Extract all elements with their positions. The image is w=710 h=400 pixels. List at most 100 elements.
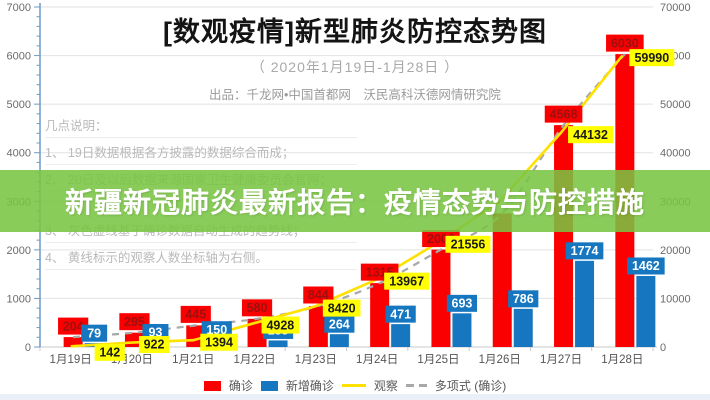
y-axis-left-label: 4000 [7,148,31,160]
new-confirmed-bar [513,308,533,347]
new-confirmed-data-label: 79 [87,326,101,340]
headline-text: 新疆新冠肺炎最新报告：疫情态势与防控措施 [64,187,645,218]
headline-banner: 新疆新冠肺炎最新报告：疫情态势与防控措施 [0,170,710,232]
y-axis-left-label: 7000 [7,2,31,14]
observed-data-label: 1394 [205,335,233,349]
y-axis-left-label: 2000 [7,245,31,257]
new-confirmed-bar [636,275,656,347]
confirmed-bar [370,283,390,347]
observed-data-label-box [94,343,125,361]
x-axis-category-label: 1月24日 [356,354,398,366]
confirmed-data-label: 204 [63,319,84,333]
confirmed-data-label: 6030 [611,36,639,50]
confirmed-bar [554,125,574,347]
confirmed-data-label-box [606,34,644,52]
legend-label-observed: 观察 [373,379,398,393]
y-axis-right-label: 50000 [660,99,691,111]
y-axis-right-label: 10000 [660,293,691,305]
new-confirmed-data-label: 471 [390,307,411,321]
chart-legend: 确诊 新增确诊 观察 多项式 (确诊) [0,377,710,394]
observed-data-label-box [200,333,238,351]
y-axis-left-label: 0 [25,342,31,354]
confirmed-data-label-box [180,305,211,323]
confirmed-data-label: 445 [185,308,206,322]
new-confirmed-bar [391,324,411,347]
observed-data-label: 21556 [451,237,486,251]
observed-data-label-box [629,49,675,67]
new-confirmed-data-label-box [385,305,416,323]
y-axis-right-label: 0 [660,342,666,354]
new-confirmed-data-label-box [81,324,108,342]
new-confirmed-bar [268,340,288,347]
new-confirmed-data-label: 693 [452,297,473,311]
trend-line [73,53,626,339]
y-axis-left-label: 5000 [7,99,31,111]
y-axis-left-label: 6000 [7,51,31,63]
observed-data-label-box [445,235,491,253]
notes-heading: 几点说明： [45,112,357,138]
legend-label-confirmed: 确诊 [228,379,253,393]
legend-swatch-observed-line [341,384,366,387]
x-axis-category-label: 1月22日 [233,354,275,366]
new-confirmed-data-label-box [508,290,539,308]
y-axis-left-label: 1000 [7,293,31,305]
x-axis-category-label: 1月27日 [540,354,582,366]
x-axis-category-label: 1月26日 [479,354,521,366]
new-confirmed-data-label: 1774 [571,244,599,258]
observed-data-label: 922 [144,338,165,352]
x-axis-category-label: 1月19日 [50,354,92,366]
observed-data-label: 13967 [389,274,424,288]
confirmed-data-label: 844 [308,288,329,302]
x-axis-category-label: 1月21日 [172,354,214,366]
note-item-4: 4、 黄线标示的观察人数坐标轴为右侧。 [45,243,357,270]
chart-date-range: （ 2020年1月19日-1月28日 ） [250,59,460,75]
confirmed-data-label: 295 [124,315,145,329]
legend-swatch-confirmed [203,380,221,391]
confirmed-bar [431,249,451,347]
note-item-1: 1、 19日数据根据各方披露的数据综合而成； [45,138,357,165]
confirmed-data-label-box [303,286,334,304]
producer-credit: 出品：千龙网•中国首都网 沃民高科沃德网情研究院 [209,88,501,102]
new-confirmed-data-label: 150 [206,323,227,337]
observed-data-label: 59990 [634,51,669,65]
legend-swatch-trendline [405,384,427,387]
x-axis-category-label: 1月23日 [295,354,337,366]
new-confirmed-data-label-box [627,257,665,275]
x-axis-category-label: 1月28日 [601,354,643,366]
observed-data-label-box [138,336,170,354]
y-axis-right-label: 20000 [660,245,691,257]
page-title: [数观疫情]新型肺炎防控态势图 [163,17,547,47]
y-axis-right-label: 40000 [660,148,691,160]
y-axis-right-label: 70000 [660,2,691,14]
observed-data-label-box [384,272,430,290]
confirmed-data-label-box [544,105,583,123]
confirmed-bar [492,213,512,347]
confirmed-data-label-box [241,299,273,317]
legend-swatch-new-confirmed [260,380,278,391]
new-confirmed-bar [452,313,472,347]
new-confirmed-data-label: 786 [513,292,534,306]
observed-data-label-box [568,126,614,144]
bottom-divider-strip [0,394,710,400]
new-confirmed-bar [329,334,349,347]
confirmed-data-label: 4568 [550,107,578,121]
new-confirmed-data-label: 264 [329,317,350,331]
new-confirmed-data-label-box [446,294,478,312]
legend-label-new-confirmed: 新增确诊 [285,379,334,393]
confirmed-data-label: 580 [247,301,268,315]
observed-data-label-box [322,299,361,317]
new-confirmed-data-label-box [565,242,604,260]
new-confirmed-data-label: 1462 [632,259,660,273]
observed-data-label: 142 [99,346,120,360]
confirmed-bar [63,337,83,347]
observed-data-label: 8420 [328,301,356,315]
confirmed-data-label-box [58,317,89,335]
new-confirmed-data-label-box [324,315,355,333]
observed-data-label: 4928 [266,318,294,332]
x-axis-category-label: 1月25日 [417,354,459,366]
confirmed-data-label-box [119,313,150,331]
observed-data-label: 44132 [573,128,608,142]
observed-data-label-box [261,316,300,334]
